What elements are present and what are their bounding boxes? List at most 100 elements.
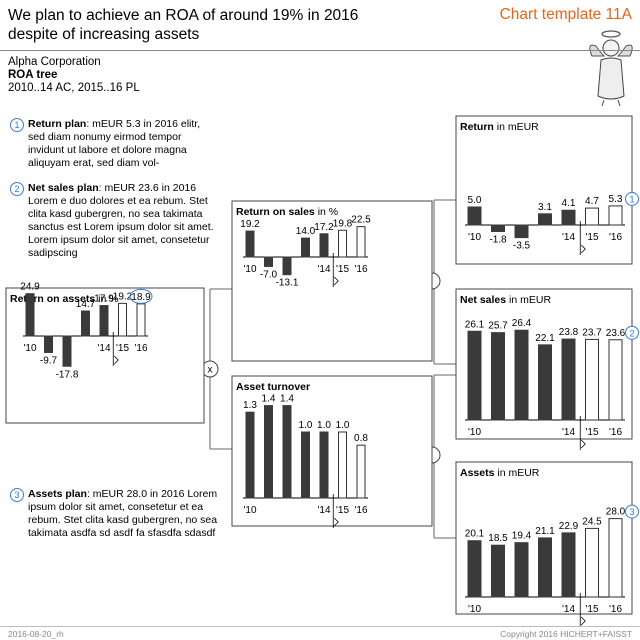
note-3-number: 3 [10,488,24,502]
chart-return-title: Return in mEUR [460,121,539,133]
chart-return: Return in mEUR 5.0 -1.8 -3.5 3.1 4.1 4.7 5.3 '10… [455,115,639,265]
title-line-2: despite of increasing assets [8,26,200,43]
chart-assets-category-label: '15 [585,604,598,615]
chart-roa-category-label: '14 [97,343,110,354]
chart-return-bar [561,209,576,226]
chart-sales-value-label: 23.6 [606,328,626,339]
chart-sales-bar [585,338,599,421]
chart-ros-category-label: '10 [243,264,256,275]
chart-return-value-label: 4.7 [585,196,599,207]
chart-assets: Assets in mEUR 20.1 18.5 19.4 21.1 22.9 24.5 28… [455,461,639,627]
chart-assets-bar [514,542,529,598]
chart-ros-title: Return on sales in % [236,206,338,218]
footer-right: Copyright 2016 HICHERT+FAISST [500,629,632,639]
chart-turnover-plan-marker [333,517,339,527]
chart-ros-frame [231,200,433,362]
chart-turnover-bar [319,431,329,499]
chart-ros: Return on sales in %19.2 -7.0-13.1 14.0 17.… [231,200,433,362]
note-1-text: : mEUR 5.3 in 2016 elitr, sed diam nonum… [28,118,201,169]
chart-ros-value-label: 19.8 [333,218,353,229]
chart-return-value-label: 5.0 [468,195,482,206]
chart-turnover-bar [301,431,310,499]
note-1-number: 1 [10,118,24,132]
chart-roa-category-label: '10 [23,343,36,354]
chart-sales-value-label: 22.1 [535,333,555,344]
chart-roa-value-label: 17.9 [94,294,114,305]
chart-assets-badge-number: 3 [629,507,634,518]
chart-ros-plan-marker [333,276,339,286]
title-line-1: We plan to achieve an ROA of around 19% … [8,7,359,24]
chart-return-category-label: '16 [609,232,622,243]
chart-assets-plan-marker [580,616,586,626]
chart-assets-value-label: 22.9 [559,521,579,532]
chart-sales-value-label: 25.7 [488,321,508,332]
chart-sales-value-label: 23.8 [559,327,579,338]
chart-roa-bar [44,335,53,353]
note-3-text: : mEUR 28.0 in 2016 Lorem ipsum dolor si… [28,488,218,539]
chart-ros-value-label: 14.0 [296,226,316,237]
chart-ros-bar [319,233,329,258]
chart-sales-bar [561,338,576,421]
note-2-label: Net sales plan [28,182,99,194]
chart-ros-bar [245,230,255,258]
chart-sales-category-label: '10 [468,427,481,438]
chart-roa-highlight [129,288,153,304]
chart-turnover-value-label: 0.8 [354,433,368,444]
chart-turnover-bar [356,444,366,499]
chart-return-bar [585,207,599,226]
chart-turnover-bar [264,405,273,499]
chart-sales-value-label: 26.4 [512,318,532,329]
chart-ros-value-label: -13.1 [276,278,299,289]
chart-ros-bar [356,226,366,258]
chart-turnover-value-label: 1.0 [336,420,350,431]
note-2-text: : mEUR 23.6 in 2016 Lorem e duo dolores … [28,182,214,259]
report-period: 2010..14 AC, 2015..16 PL [8,82,140,94]
chart-sales-value-label: 26.1 [465,319,485,330]
footer-left: 2016-08-20_rh [8,629,64,639]
chart-roa-value-label: 24.9 [20,282,40,293]
chart-sales-category-label: '15 [585,427,598,438]
chart-turnover-value-label: 1.3 [243,400,257,411]
meta-block: Alpha Corporation ROA tree 2010..14 AC, … [8,56,140,95]
page-title: We plan to achieve an ROA of around 19% … [8,6,358,44]
chart-sales-bar [467,330,482,421]
chart-return-bar [608,205,623,226]
chart-roa-value-label: 19.2 [113,291,133,302]
chart-return-badge-number: 1 [629,194,634,205]
chart-roa-category-label: '16 [134,343,147,354]
company-name: Alpha Corporation [8,56,101,68]
chart-sales-value-label: 23.7 [582,327,602,338]
chart-turnover-category-label: '10 [243,505,256,516]
chart-ros-category-label: '14 [317,264,330,275]
chart-turnover-category-label: '14 [317,505,330,516]
chart-sales-bar [491,332,505,421]
chart-return-bar [491,224,505,232]
chart-sales-badge [625,325,639,340]
chart-return-frame [455,115,633,265]
chart-assets-bar [538,537,552,598]
chart-roa-bar [81,310,90,337]
chart-panels: Return on assets in %24.9-9.7-17.814.7 17… [5,115,639,627]
multiply-operator-symbol: x [208,365,213,376]
chart-return-bar [467,206,482,226]
chart-ros-category-label: '15 [336,264,349,275]
chart-roa-bar [62,335,72,367]
chart-ros-value-label: 17.2 [314,222,334,233]
chart-assets-category-label: '14 [562,604,575,615]
chart-roa-plan-marker [113,355,119,365]
note-2-number: 2 [10,182,24,196]
chart-assets-bar [561,532,576,598]
chart-roa-value-label: -17.8 [56,369,79,380]
chart-turnover-title: Asset turnover [236,381,310,393]
chart-turnover-bar [282,405,292,499]
chart-ros-bar [264,256,273,267]
report-subject: ROA tree [8,69,58,81]
chart-roa-bar [136,303,146,337]
chart-ros-bar [282,256,292,276]
chart-sales-badge-number: 2 [629,328,634,339]
angel-mascot-icon [589,30,633,107]
chart-turnover-bar [338,431,347,499]
chart-roa-value-label: 18.9 [131,292,151,303]
chart-sales-bar [608,339,623,421]
chart-assets-bar [585,527,599,598]
